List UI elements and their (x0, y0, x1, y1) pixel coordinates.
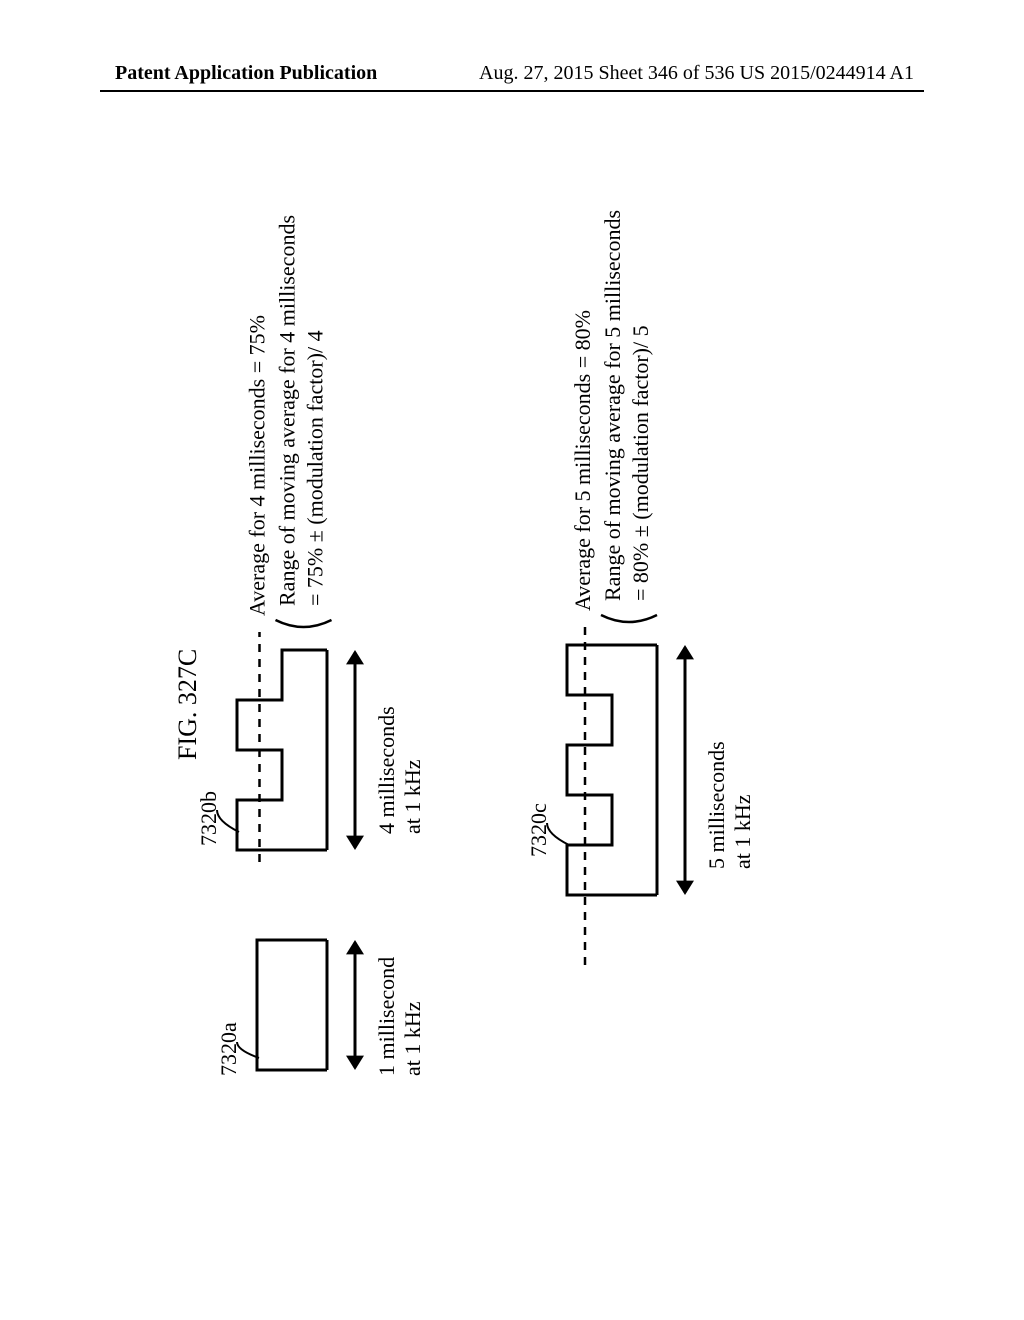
svg-text:Average for 4 milliseconds = 7: Average for 4 milliseconds = 75% (245, 315, 270, 616)
header-left: Patent Application Publication (115, 62, 377, 85)
svg-text:7320b: 7320b (196, 791, 221, 846)
svg-text:4 milliseconds: 4 milliseconds (374, 706, 399, 834)
header-right: Aug. 27, 2015 Sheet 346 of 536 US 2015/0… (479, 62, 914, 85)
header-rule (100, 90, 924, 92)
svg-text:5 milliseconds: 5 milliseconds (704, 741, 729, 869)
svg-text:7320c: 7320c (526, 803, 551, 857)
svg-text:Range of moving average for 5: Range of moving average for 5 millisecon… (600, 210, 625, 601)
svg-text:at 1 kHz: at 1 kHz (400, 1001, 425, 1076)
figure-svg: FIG. 327C7320a1 millisecondat 1 kHz7320b… (172, 210, 852, 1110)
svg-text:= 75% ± (modulation factor)/ 4: = 75% ± (modulation factor)/ 4 (303, 330, 328, 606)
svg-text:Range of moving average for 4: Range of moving average for 4 millisecon… (275, 215, 300, 606)
svg-text:at 1 kHz: at 1 kHz (730, 794, 755, 869)
svg-text:FIG. 327C: FIG. 327C (173, 649, 202, 760)
svg-text:at 1 kHz: at 1 kHz (400, 759, 425, 834)
svg-text:= 80% ± (modulation factor)/ 5: = 80% ± (modulation factor)/ 5 (628, 325, 653, 601)
svg-text:Average for 5 milliseconds = 8: Average for 5 milliseconds = 80% (570, 310, 595, 611)
svg-text:7320a: 7320a (216, 1022, 241, 1076)
figure-container: FIG. 327C7320a1 millisecondat 1 kHz7320b… (172, 210, 852, 1110)
svg-text:1 millisecond: 1 millisecond (374, 957, 399, 1076)
page: Patent Application Publication Aug. 27, … (0, 0, 1024, 1320)
